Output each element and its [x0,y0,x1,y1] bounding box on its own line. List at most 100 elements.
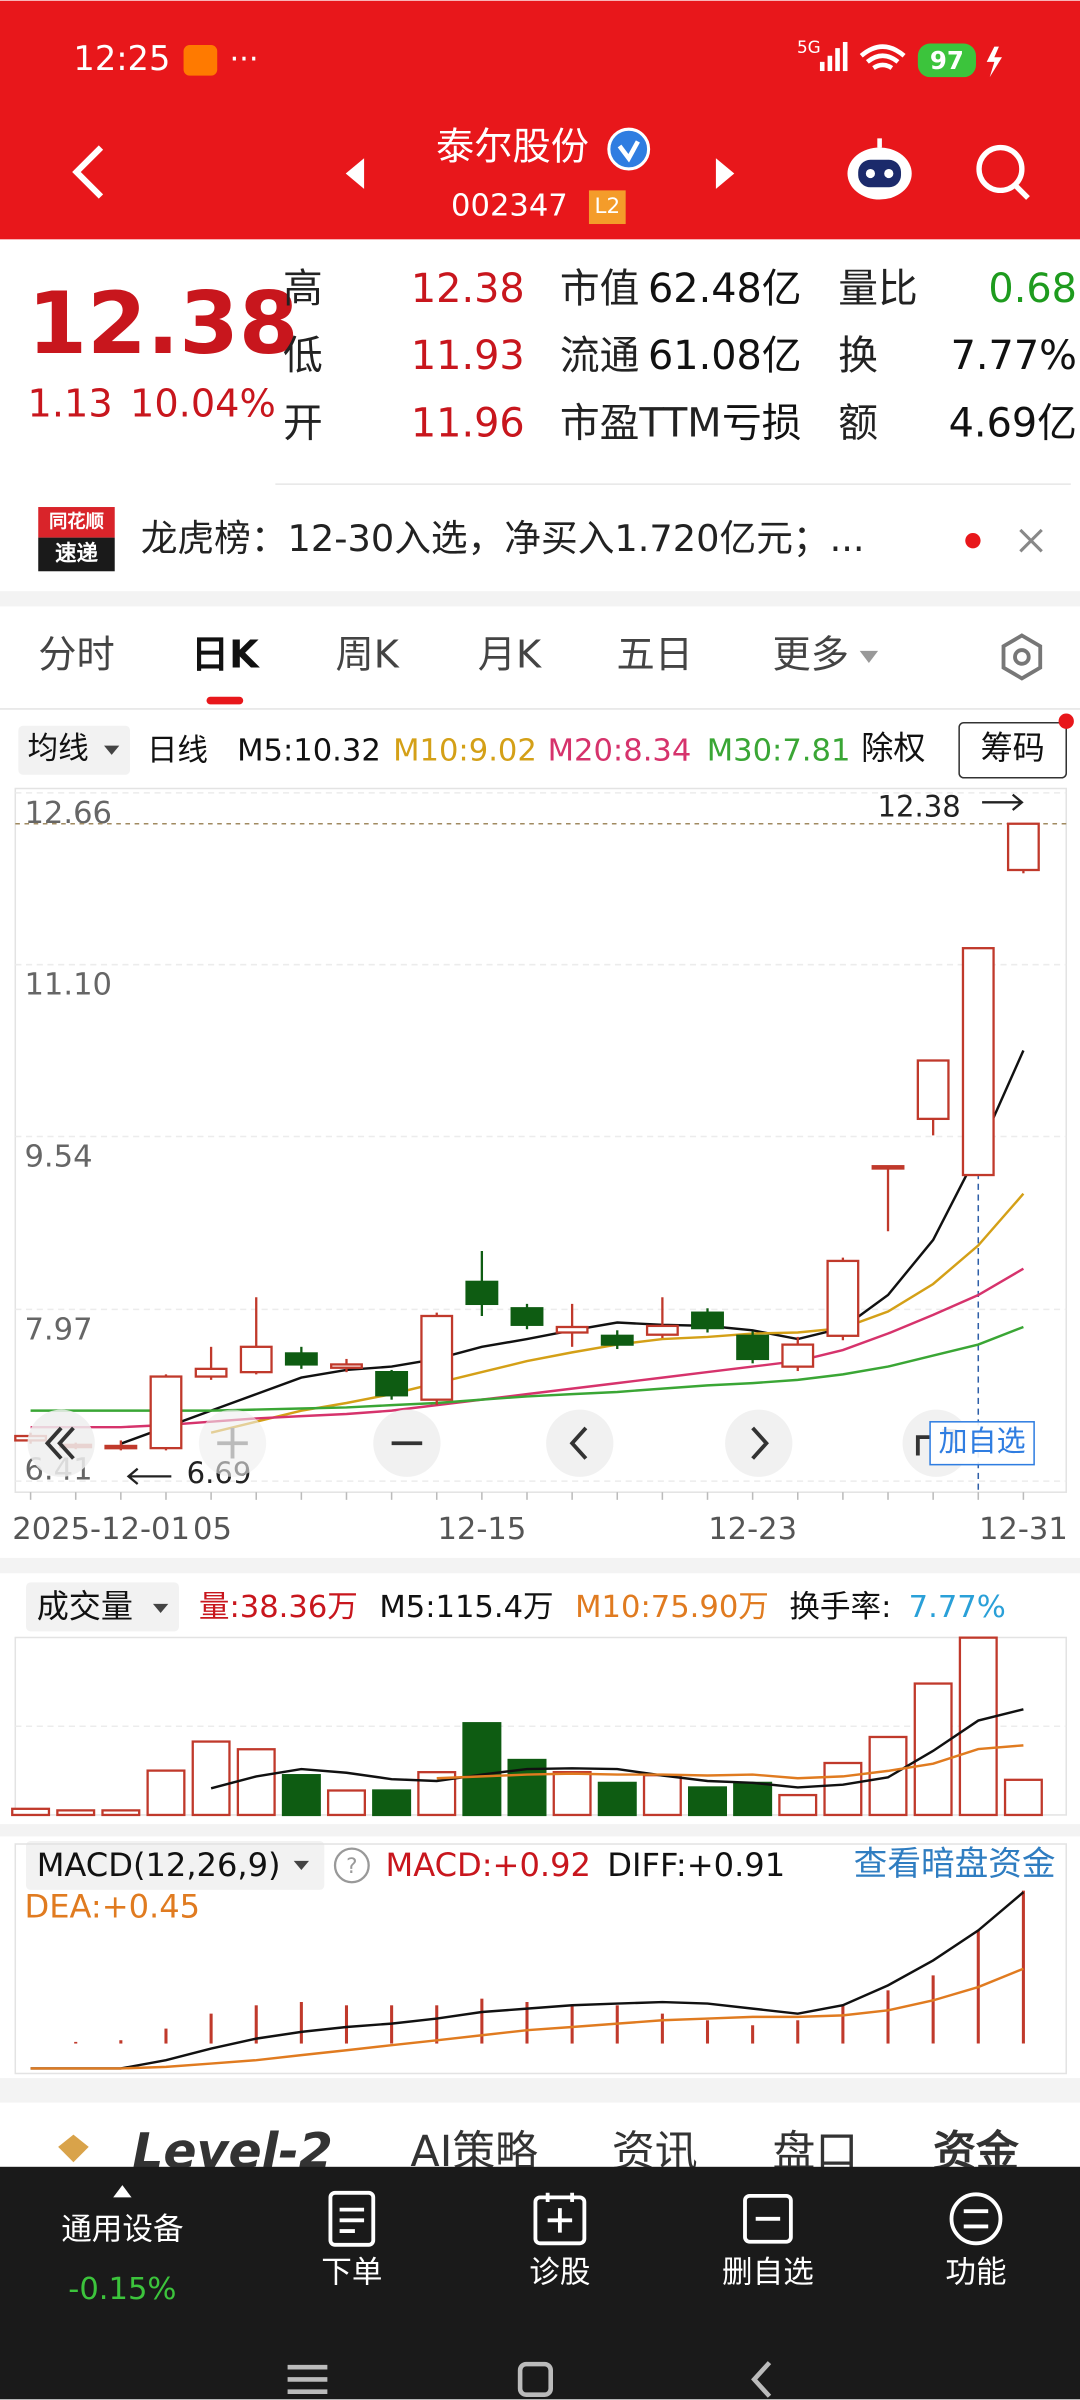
candle-body [284,1352,318,1366]
search-icon[interactable] [976,144,1030,200]
system-back[interactable] [751,2361,772,2398]
macd-legend: DEA:+0.45 [24,1887,200,1925]
sector-expand[interactable] [113,2185,132,2198]
volume-bar [236,1748,276,1817]
volume-bar [146,1769,186,1817]
settings-icon[interactable] [1001,633,1043,681]
function-icon-lines [963,2209,989,2229]
help-icon[interactable] [333,1847,370,1884]
volume-bar [56,1809,96,1817]
adjust-button[interactable]: 除权 [861,729,925,767]
dropdown-arrow [859,650,879,664]
y-tick-label: 11.10 [24,968,112,1003]
volume-bar [281,1774,321,1817]
nav-icons [328,2190,1003,2247]
system-menu[interactable] [287,2364,328,2394]
candle-body [916,1059,950,1121]
period-tab[interactable]: 分时 [38,633,114,677]
prev-stock[interactable] [345,158,365,189]
system-home[interactable] [517,2361,554,2398]
min-price-arrow [126,1467,172,1485]
section-gap [0,1824,1080,1837]
candle-chart: 12.6611.109.547.976.4112.386.692025-12-0… [12,789,1068,1546]
volume-bar [191,1740,231,1817]
volume-bar [688,1786,728,1817]
period-tab[interactable]: 日K [191,633,260,677]
level2-icon [58,2134,89,2163]
quote-label: 低 [283,333,323,379]
ma-line [210,1192,1025,1434]
system-nav [287,2361,772,2398]
status-network: 5G [797,37,821,57]
add-watch-button[interactable] [929,1421,1035,1466]
stock-name: 泰尔股份 [436,126,589,170]
bottom-nav-item[interactable]: 下单 [321,2255,382,2290]
macd-selector[interactable] [26,1840,325,1890]
scroll-right-button[interactable] [725,1409,793,1477]
sector-name[interactable]: 通用设备 [61,2213,183,2248]
macd-chart: MACD:+0.92 DIFF:+0.91 DEA:+0.45 查看暗盘资金 [14,1843,1067,2075]
period-tab[interactable]: 五日 [616,633,692,677]
candle-body [826,1259,860,1337]
y-tick-label: 9.54 [24,1139,92,1174]
volume-title: 成交量 [37,1587,133,1625]
quote-label: 量比 [838,266,918,312]
candle-body [510,1307,544,1326]
volume-bar [958,1636,998,1817]
sector-change: -0.15% [68,2272,176,2307]
status-time: 12:25 [73,39,170,78]
dark-pool-link[interactable]: 查看暗盘资金 [854,1844,1056,1883]
y-tick-label: 12.66 [24,796,112,831]
next-stock[interactable] [715,158,735,189]
chips-button[interactable] [958,721,1067,779]
news-badge-bottom [38,537,115,572]
ma-line [30,1267,1025,1429]
macd-legend: DIFF:+0.91 [607,1846,785,1884]
function-icon [949,2192,1003,2246]
candle-body [961,947,995,1177]
period-tab[interactable]: 周K [335,633,399,677]
bottom-nav-item[interactable]: 功能 [945,2255,1006,2290]
signal-icon [819,41,848,72]
news-close[interactable] [1019,528,1043,553]
candle-body [465,1280,499,1306]
x-tick-label: 12-15 [437,1512,526,1547]
volume-bar [552,1771,592,1817]
period-tab[interactable]: 更多 [773,633,849,677]
volume-legend: M5:115.4万 [379,1590,553,1625]
quote-value: 11.96 [411,400,525,446]
back-button[interactable] [72,145,104,199]
price-change: 1.13 [28,383,113,427]
quote-label: 市值 [560,266,640,312]
quote-label: 开 [283,400,323,446]
assistant-icon[interactable] [847,138,912,200]
header-background [0,0,1080,240]
chips-dot [1058,713,1074,729]
bottom-nav-item[interactable]: 诊股 [529,2255,590,2290]
section-gap [0,2078,1080,2103]
wifi-icon [859,44,906,70]
volume-bar [326,1789,366,1817]
macd-title: MACD(12,26,9) [37,1846,281,1884]
quote-value: 4.69亿 [949,400,1077,446]
bottom-nav-item[interactable]: 删自选 [722,2255,814,2290]
candle-body [149,1375,183,1450]
x-tick-label: 12-23 [708,1512,797,1547]
candle-plot-frame [14,787,1067,1493]
level-badge-text: L2 [595,194,621,219]
ma-selector-text: 均线 [28,732,89,767]
volume-bar [11,1807,51,1817]
scroll-left-button[interactable] [546,1409,614,1477]
quote-value: 62.48亿 [648,266,802,312]
ma-line [120,1050,1025,1445]
verified-badge [607,127,651,171]
volume-selector[interactable] [26,1582,179,1632]
period-tab[interactable]: 月K [478,633,542,677]
candle-body [104,1444,138,1450]
period-tabs: 分时 日K 周K 月K 五日 更多 [38,633,879,705]
news-text[interactable]: 龙虎榜：12-30入选，净买入1.720亿元；... [141,517,865,560]
ma-selector[interactable] [18,725,131,775]
x-tick-label: 12-31 [979,1512,1068,1547]
